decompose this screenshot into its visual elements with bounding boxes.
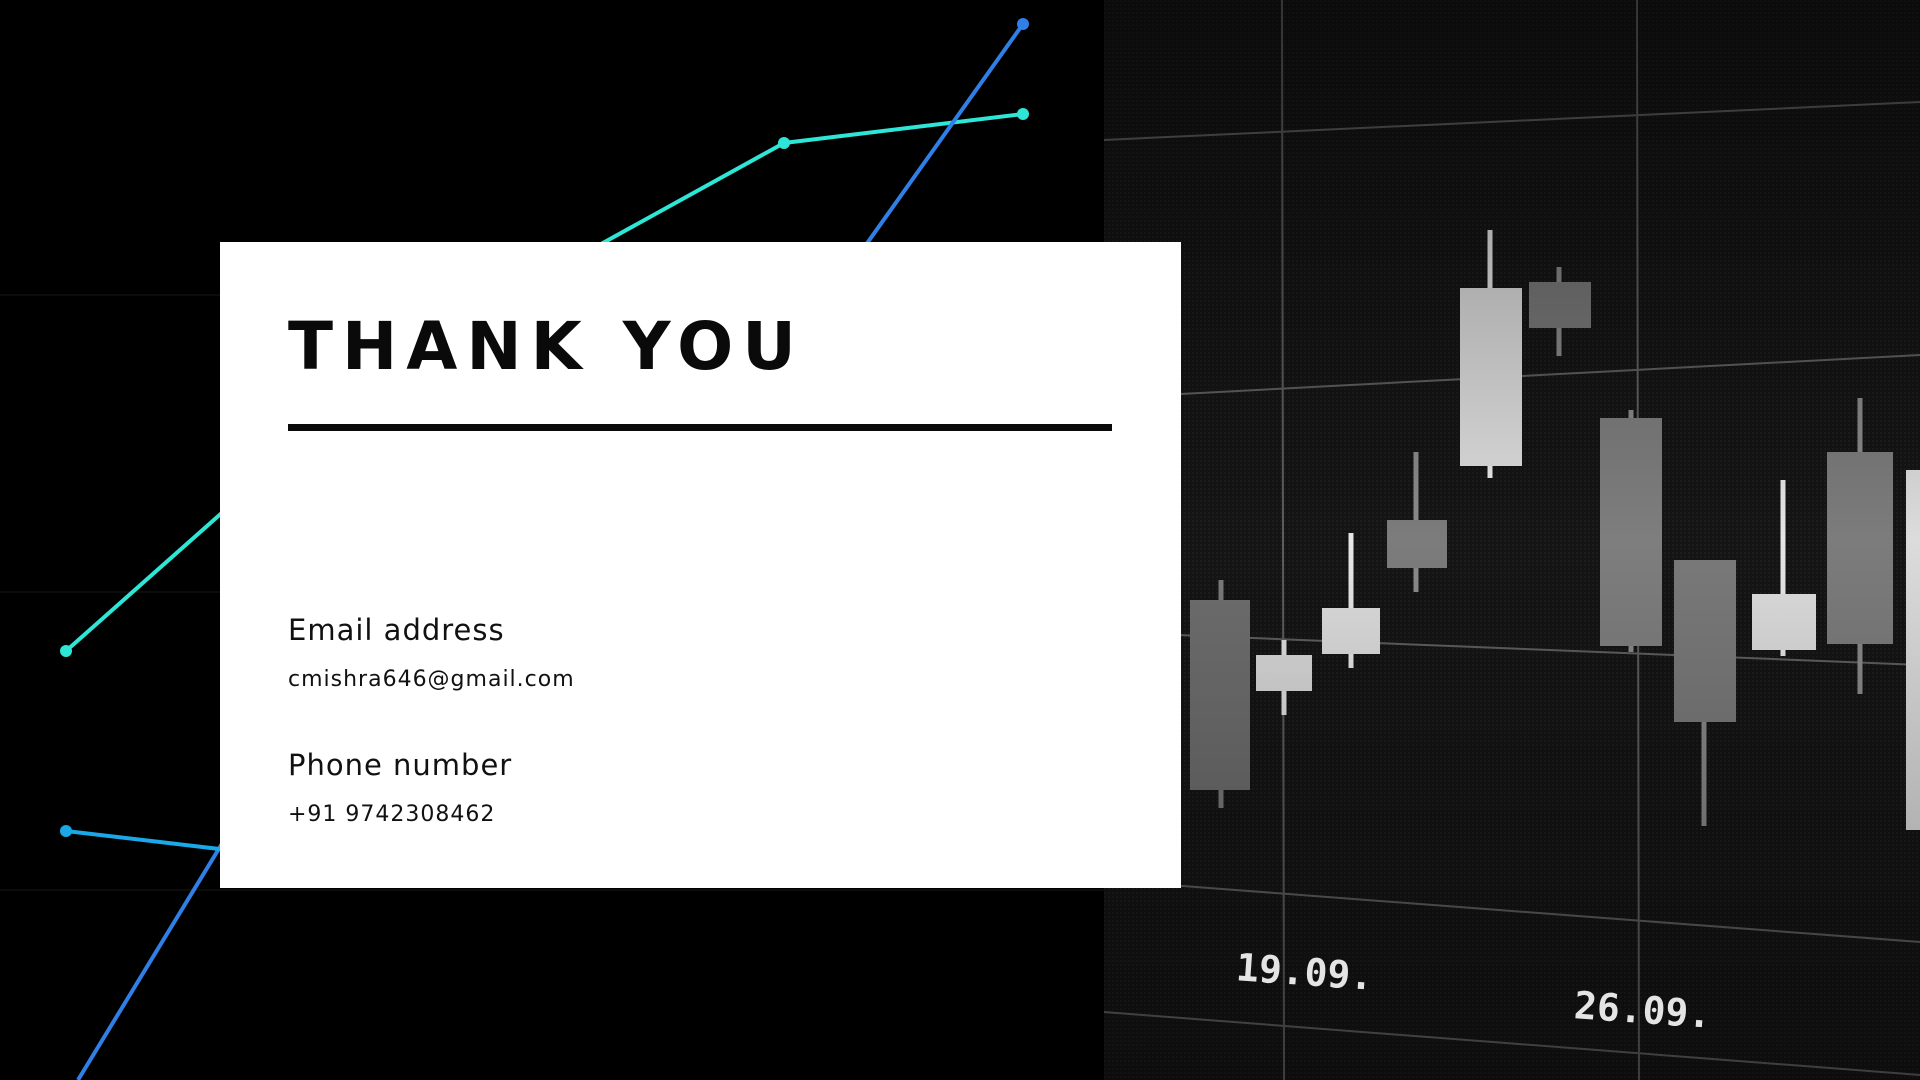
title-divider [288,424,1112,431]
phone-value: +91 9742308462 [288,802,496,827]
teal-line-point [778,137,790,149]
slide-title: THANK YOU [288,308,805,385]
contact-card: THANK YOU Email address cmishra646@gmail… [220,242,1181,888]
phone-label: Phone number [288,748,513,782]
sky-line-point [60,825,72,837]
candlestick-chart-photo [1104,0,1920,1080]
teal-line-point [60,645,72,657]
blue-line-point [1017,18,1029,30]
teal-line-point [1017,108,1029,120]
email-value: cmishra646@gmail.com [288,667,575,692]
email-label: Email address [288,613,505,647]
